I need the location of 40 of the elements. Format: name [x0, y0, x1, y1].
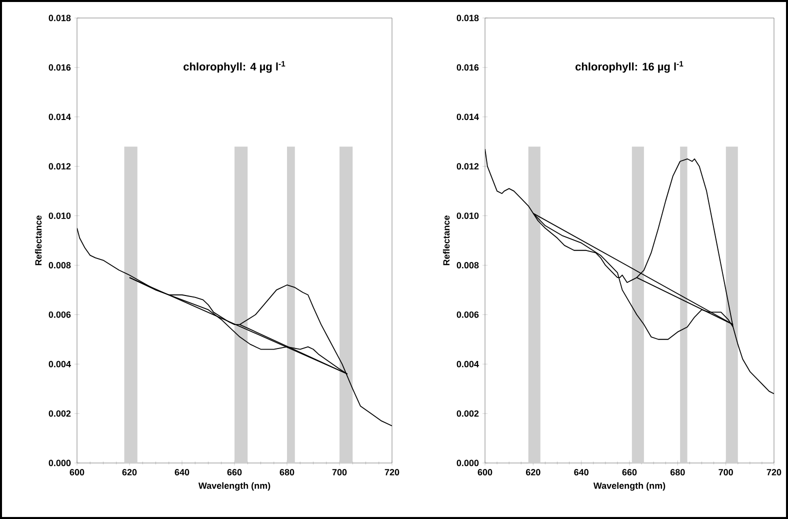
y-tick-label: 0.000: [456, 460, 479, 466]
x-tick-label: 720: [384, 469, 400, 476]
y-tick-label: 0.012: [456, 163, 479, 170]
y-tick-label: 0.002: [48, 410, 71, 417]
y-tick-label: 0.014: [456, 114, 479, 120]
x-tick-label: 620: [122, 469, 137, 476]
text: chlorophyll: 16 µg l$^{-1}$: [576, 61, 684, 73]
y-tick-label: 0.018: [48, 14, 71, 22]
x-tick-label: 600: [478, 469, 492, 476]
y-tick-label: 0.004: [456, 360, 479, 368]
y-tick-label: 0.010: [48, 212, 71, 219]
y-tick-label: 0.002: [456, 410, 479, 417]
y-tick-label: 0.018: [456, 14, 479, 22]
y-tick-label: 0.012: [48, 163, 71, 170]
y-tick-label: 0.008: [48, 262, 71, 268]
x-tick-label: 660: [227, 469, 242, 476]
x-tick-label: 680: [670, 469, 685, 476]
y-tick-label: 0.010: [456, 212, 479, 219]
x-tick-label: 680: [280, 469, 294, 476]
y-tick-label: 0.006: [48, 311, 71, 318]
x-tick-label: 700: [332, 469, 347, 476]
text: chlorophyll: 4 µg l$^{-1}$: [184, 61, 286, 73]
x-tick-label: 720: [766, 469, 782, 476]
y-tick-label: 0.006: [456, 311, 479, 318]
y-tick-label: 0.008: [456, 262, 479, 268]
x-axis-title: Wavelength (nm): [198, 482, 270, 491]
x-tick-label: 700: [718, 469, 733, 476]
x-tick-label: 660: [622, 469, 637, 476]
y-tick-label: 0.016: [456, 64, 479, 71]
x-tick-label: 640: [574, 469, 588, 476]
x-tick-label: 600: [70, 469, 84, 476]
y-axis-title: Reflectance: [442, 216, 450, 266]
y-axis-title: Reflectance: [34, 216, 42, 266]
x-tick-label: 640: [174, 469, 190, 476]
y-tick-label: 0.000: [48, 460, 71, 466]
x-axis-title: Wavelength (nm): [593, 482, 666, 491]
y-tick-label: 0.014: [48, 114, 71, 120]
x-tick-label: 620: [526, 469, 540, 476]
y-tick-label: 0.004: [48, 360, 71, 368]
y-tick-label: 0.016: [48, 64, 71, 71]
